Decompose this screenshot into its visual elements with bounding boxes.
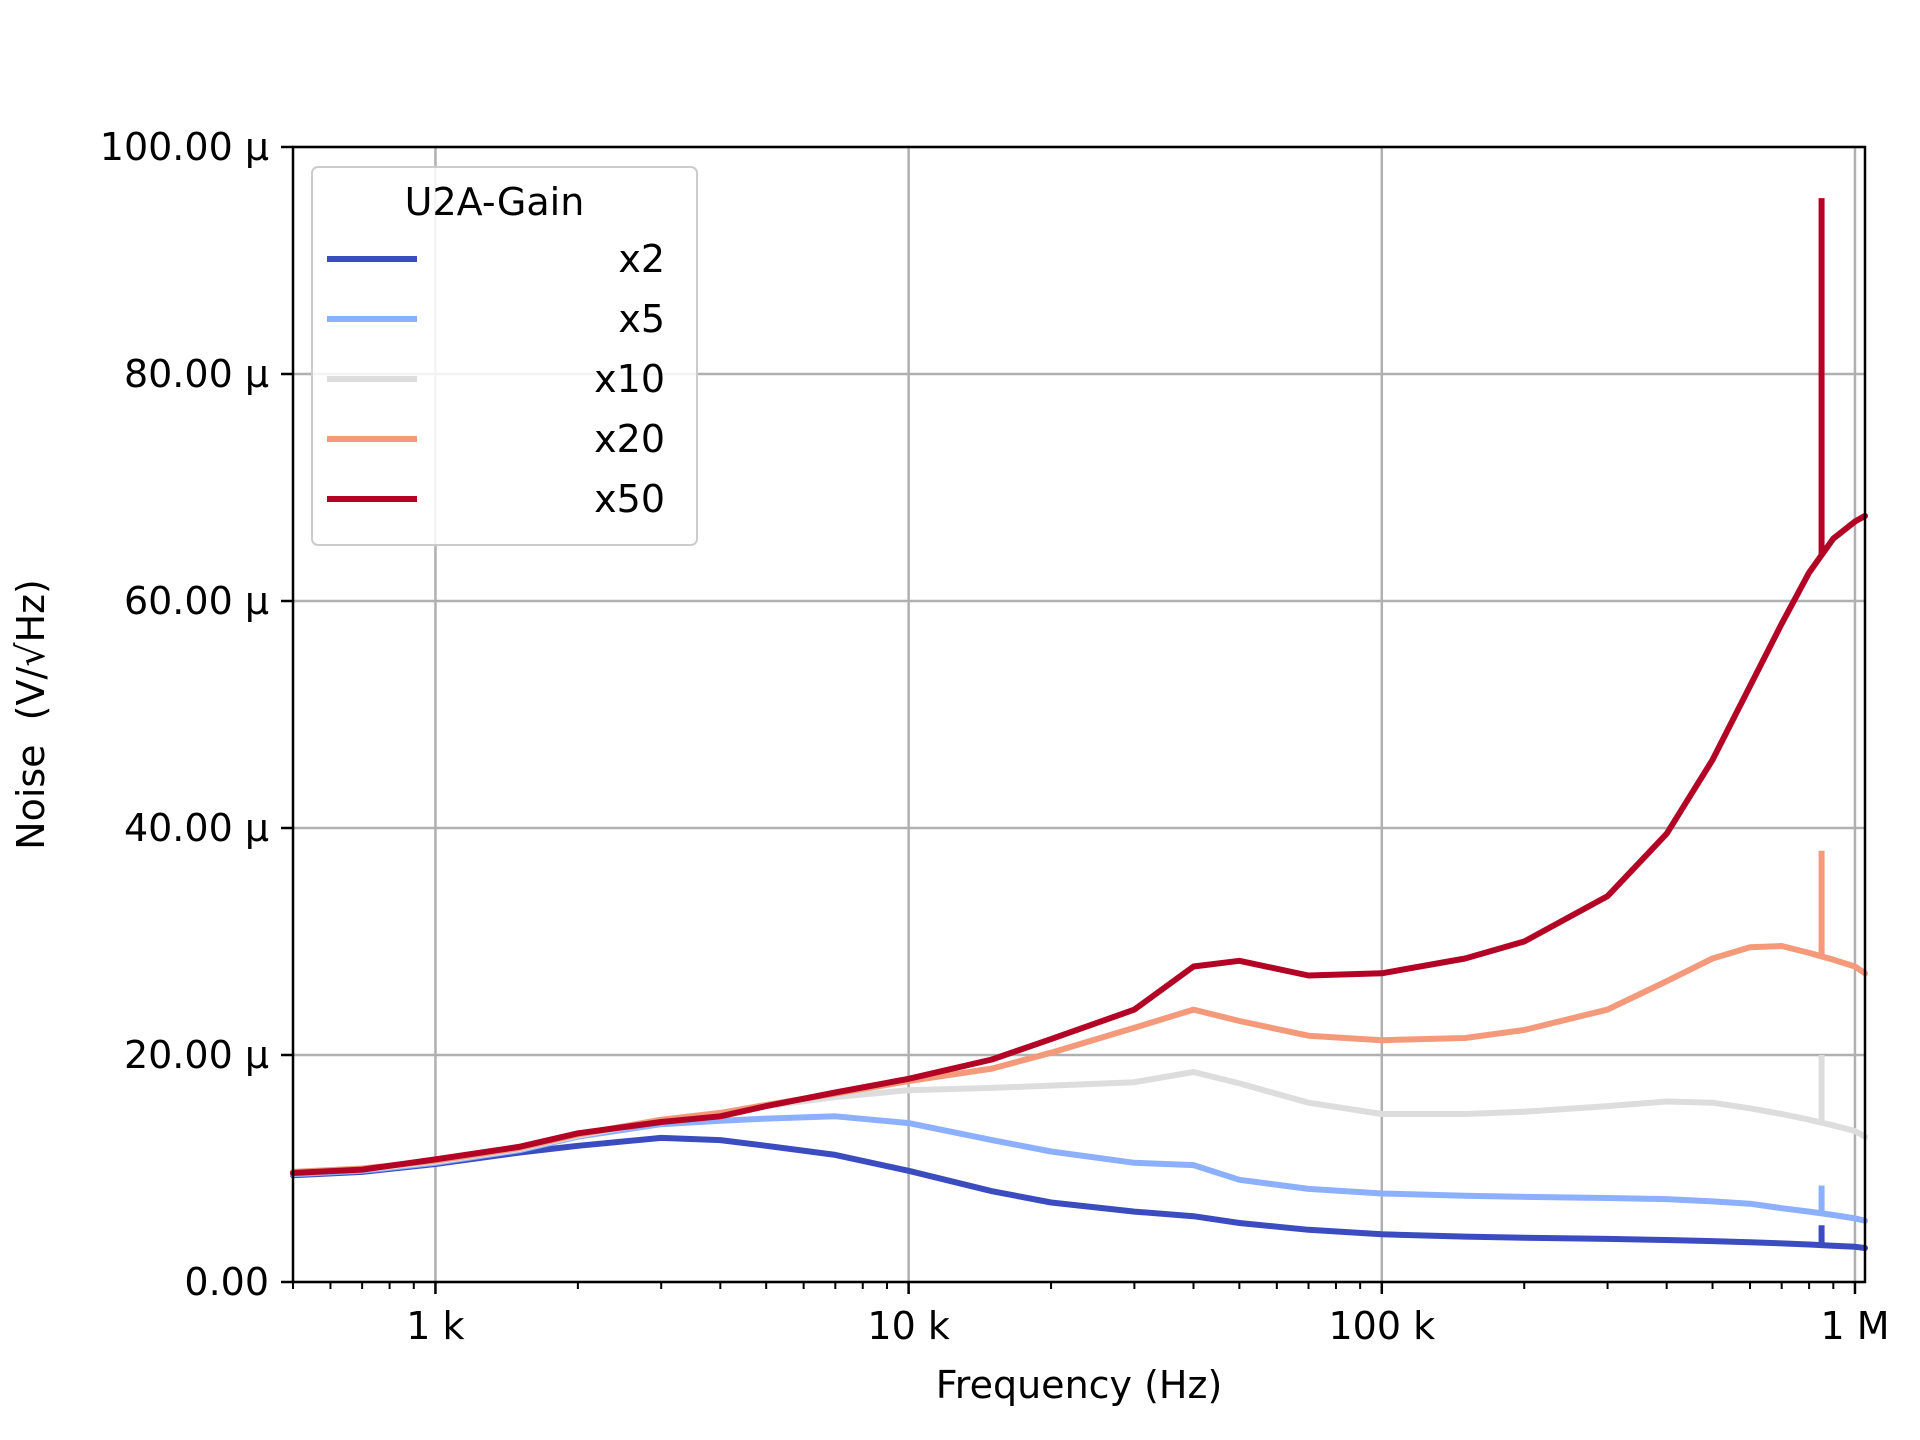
y-tick-label-5: 100.00 µ <box>100 125 269 169</box>
y-tick-label-4: 80.00 µ <box>124 352 269 396</box>
legend-label-x20: x20 <box>594 417 665 461</box>
x-tick-label-1: 10 k <box>867 1304 949 1348</box>
legend-label-x5: x5 <box>618 297 665 341</box>
x-axis-label: Frequency (Hz) <box>936 1363 1223 1407</box>
legend-item-x2: x2 <box>327 237 665 281</box>
x-tick-label-2: 100 k <box>1328 1304 1435 1348</box>
series-line-x2 <box>290 1134 1868 1251</box>
plot-frame <box>291 145 1867 1284</box>
legend: U2A-Gain x2 x5 x10 x20 x50 <box>311 166 698 546</box>
y-tick-label-1: 20.00 µ <box>124 1033 269 1077</box>
legend-item-x20: x20 <box>327 417 665 461</box>
legend-item-x5: x5 <box>327 297 665 341</box>
legend-items: x2 x5 x10 x20 x50 <box>327 237 665 521</box>
y-tick-label-3: 60.00 µ <box>124 579 269 623</box>
y-tick-label-0: 0.00 <box>184 1260 269 1304</box>
y-axis-label: Noise (V/√Hz) <box>9 579 53 850</box>
axis-ticks: 1 k 10 k 100 k 1 M 0.00 20.00 µ 40.00 µ 60.00 µ… <box>100 125 1890 1348</box>
x-tick-label-3: 1 M <box>1820 1304 1889 1348</box>
x-tick-label-0: 1 k <box>406 1304 464 1348</box>
y-axis-label-text: Noise <box>9 744 53 849</box>
y-tick-label-2: 40.00 µ <box>124 806 269 850</box>
y-axis-label-unit: (V/√Hz) <box>9 579 53 720</box>
legend-item-x50: x50 <box>327 477 665 521</box>
series-line-x50 <box>290 512 1868 1176</box>
series-lines <box>290 198 1868 1251</box>
legend-label-x50: x50 <box>594 477 665 521</box>
legend-label-x10: x10 <box>594 357 665 401</box>
legend-label-x2: x2 <box>618 237 665 281</box>
legend-title: U2A-Gain <box>405 180 585 224</box>
legend-item-x10: x10 <box>327 357 665 401</box>
